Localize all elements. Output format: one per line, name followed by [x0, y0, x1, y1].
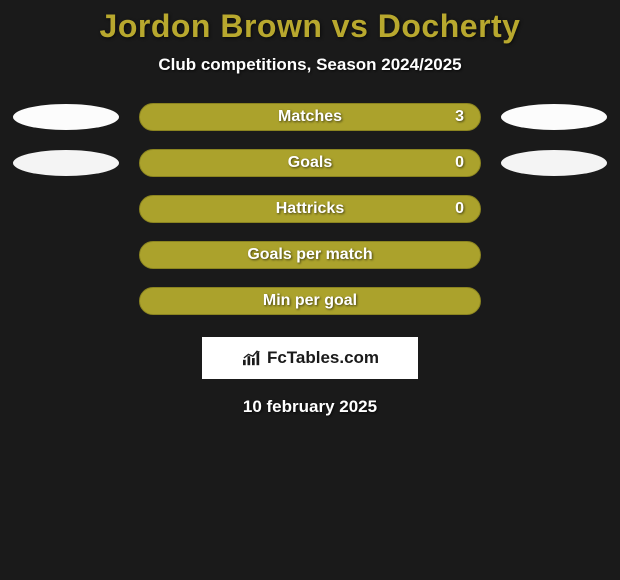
stat-bar: Goals per match	[139, 241, 481, 269]
stat-label: Hattricks	[276, 200, 344, 218]
stat-bar: Hattricks 0	[139, 195, 481, 223]
right-ellipse	[501, 104, 607, 130]
stat-bar: Matches 3	[139, 103, 481, 131]
right-ellipse	[501, 242, 607, 268]
stat-row: Matches 3	[0, 103, 620, 131]
stat-rows: Matches 3 Goals 0 Hattricks 0 Goals per match M…	[0, 103, 620, 315]
left-ellipse	[13, 196, 119, 222]
right-ellipse	[501, 196, 607, 222]
chart-icon	[241, 349, 263, 367]
stat-row: Hattricks 0	[0, 195, 620, 223]
right-ellipse	[501, 150, 607, 176]
left-ellipse	[13, 150, 119, 176]
logo-label: FcTables.com	[267, 348, 379, 368]
logo-box: FcTables.com	[202, 337, 418, 379]
stat-label: Goals per match	[247, 246, 372, 264]
date-text: 10 february 2025	[0, 397, 620, 417]
stat-row: Goals per match	[0, 241, 620, 269]
logo: FcTables.com	[241, 348, 379, 368]
stat-label: Matches	[278, 108, 342, 126]
stat-value: 3	[455, 108, 464, 126]
stat-bar: Min per goal	[139, 287, 481, 315]
stat-label: Goals	[288, 154, 332, 172]
left-ellipse	[13, 242, 119, 268]
stat-row: Min per goal	[0, 287, 620, 315]
page-title: Jordon Brown vs Docherty	[0, 8, 620, 45]
comparison-infographic: Jordon Brown vs Docherty Club competitio…	[0, 0, 620, 417]
left-ellipse	[13, 288, 119, 314]
stat-label: Min per goal	[263, 292, 357, 310]
right-ellipse	[501, 288, 607, 314]
stat-value: 0	[455, 200, 464, 218]
subtitle: Club competitions, Season 2024/2025	[0, 55, 620, 75]
stat-row: Goals 0	[0, 149, 620, 177]
left-ellipse	[13, 104, 119, 130]
stat-bar: Goals 0	[139, 149, 481, 177]
stat-value: 0	[455, 154, 464, 172]
